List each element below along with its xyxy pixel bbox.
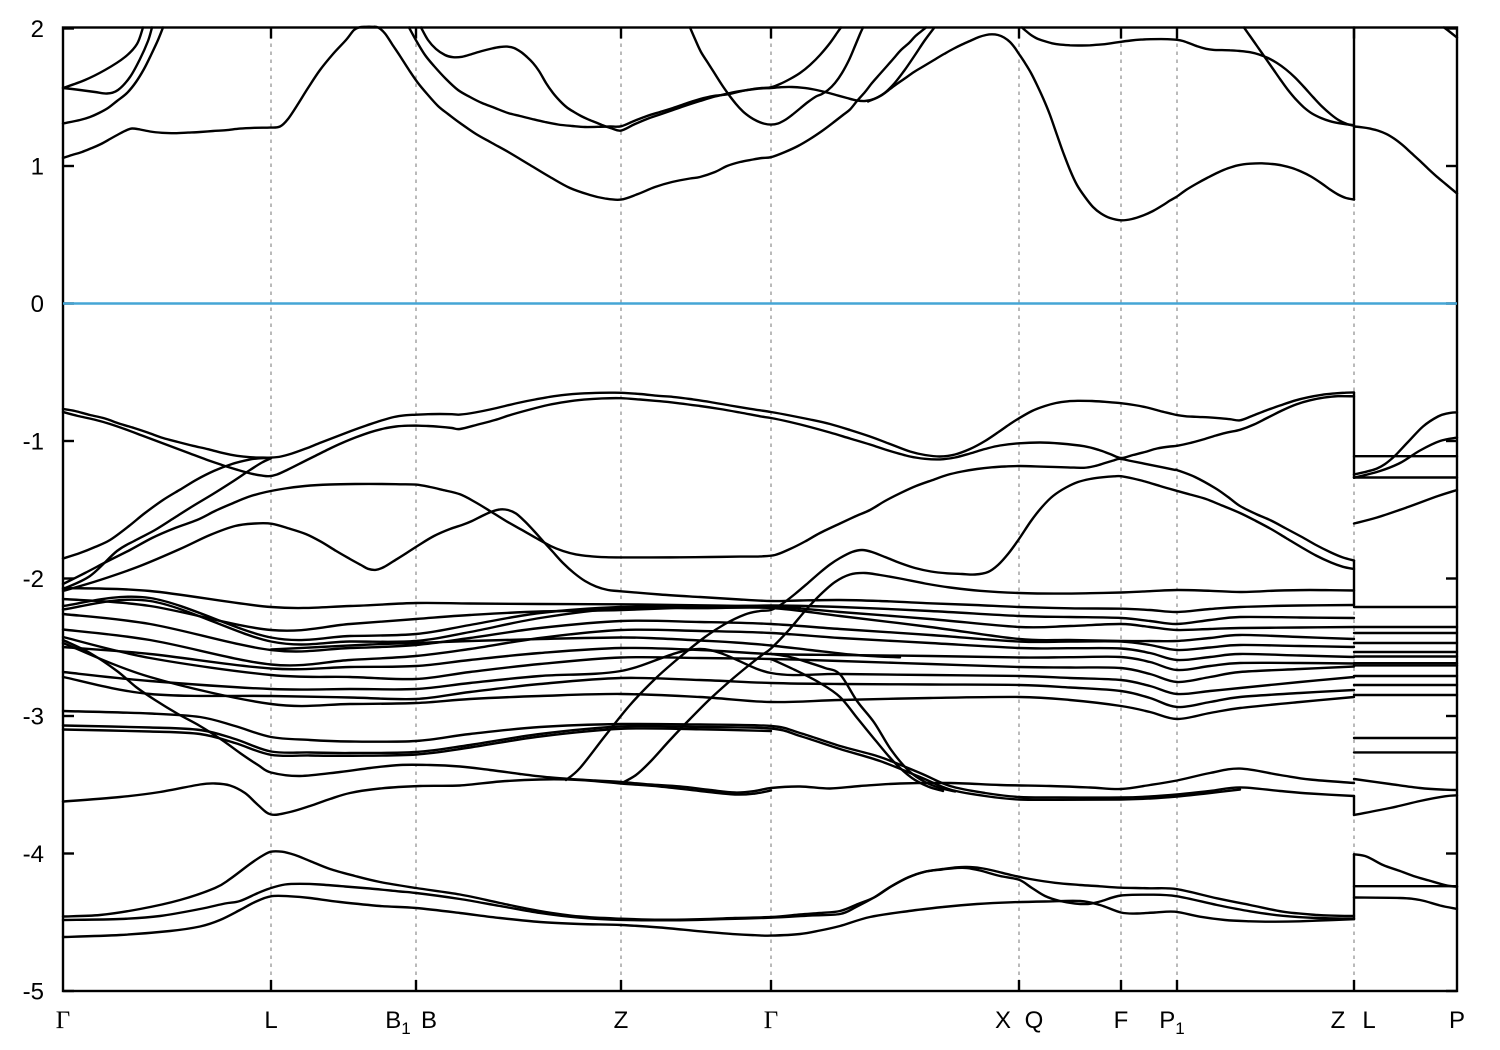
svg-text:B: B [421,1007,437,1034]
svg-text:Z: Z [1331,1007,1346,1034]
svg-text:1: 1 [31,154,44,181]
svg-text:-5: -5 [23,979,44,1006]
svg-text:X: X [995,1007,1011,1034]
svg-text:Z: Z [614,1007,629,1034]
svg-text:F: F [1114,1007,1129,1034]
svg-text:-1: -1 [23,429,44,456]
svg-text:2: 2 [31,16,44,43]
svg-text:-3: -3 [23,704,44,731]
svg-text:0: 0 [31,291,44,318]
svg-text:P: P [1449,1007,1465,1034]
svg-text:Γ: Γ [764,1007,778,1034]
svg-text:-4: -4 [23,841,44,868]
svg-text:L: L [264,1007,277,1034]
svg-text:-2: -2 [23,566,44,593]
svg-text:L: L [1362,1007,1375,1034]
svg-text:Γ: Γ [56,1007,70,1034]
svg-text:Q: Q [1025,1007,1044,1034]
